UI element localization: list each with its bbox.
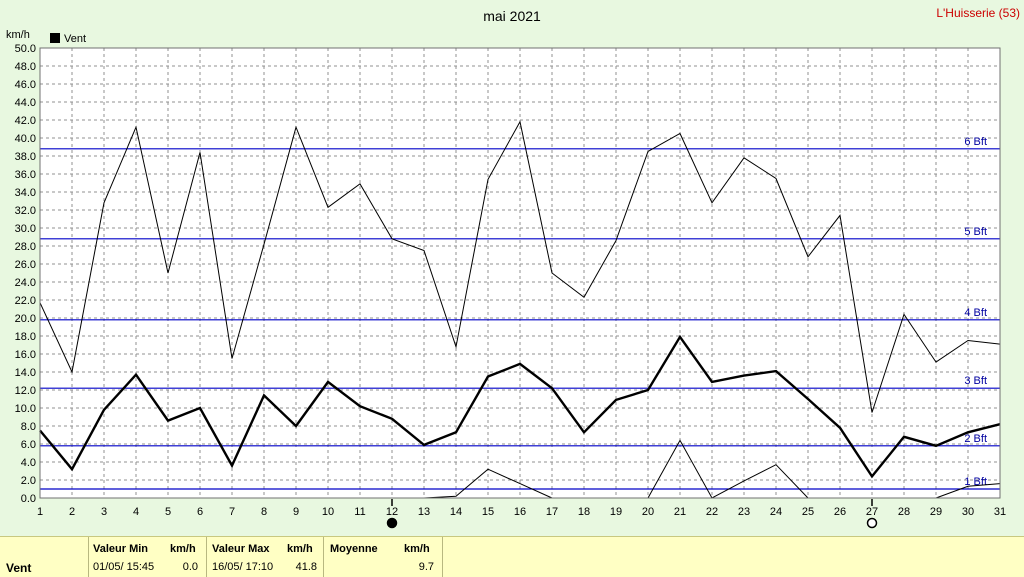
beaufort-label: 6 Bft — [964, 136, 987, 148]
y-tick-label: 34.0 — [15, 187, 36, 199]
x-tick-label: 10 — [322, 506, 334, 518]
plot-border — [39, 47, 1001, 499]
y-tick-label: 0.0 — [21, 493, 36, 505]
legend-label: Vent — [64, 33, 86, 45]
y-tick-label: 18.0 — [15, 331, 36, 343]
x-tick-label: 15 — [482, 506, 494, 518]
x-tick-label: 4 — [133, 506, 139, 518]
y-tick-label: 26.0 — [15, 259, 36, 271]
avg-unit: km/h — [404, 543, 430, 555]
y-tick-label: 6.0 — [21, 439, 36, 451]
x-tick-label: 16 — [514, 506, 526, 518]
x-tick-label: 26 — [834, 506, 846, 518]
y-tick-label: 46.0 — [15, 79, 36, 91]
avg-stats: Moyenne km/h 9.7 — [324, 537, 443, 577]
y-tick-label: 42.0 — [15, 115, 36, 127]
x-tick-label: 14 — [450, 506, 462, 518]
max-unit: km/h — [287, 543, 313, 555]
y-tick-label: 10.0 — [15, 403, 36, 415]
y-tick-label: 44.0 — [15, 97, 36, 109]
y-tick-label: 28.0 — [15, 241, 36, 253]
moyenne-series-line — [39, 334, 1001, 479]
y-tick-label: 38.0 — [15, 151, 36, 163]
moon-phases — [386, 499, 878, 529]
x-axis-ticks: 1 2 3 4 5 6 7 8 9 10 11 12 13 14 15 16 17 18 19 20 21 22 23 24 2… — [37, 506, 1006, 518]
full-moon-icon — [866, 517, 878, 529]
max-label: Valeur Max — [212, 543, 270, 555]
y-tick-label: 40.0 — [15, 133, 36, 145]
x-tick-label: 12 — [386, 506, 398, 518]
x-tick-label: 17 — [546, 506, 558, 518]
x-tick-label: 28 — [898, 506, 910, 518]
x-tick-label: 25 — [802, 506, 814, 518]
x-tick-label: 11 — [354, 506, 365, 518]
x-tick-label: 23 — [738, 506, 750, 518]
y-axis-ticks: 0.0 2.0 4.0 6.0 8.0 10.0 12.0 14.0 16.0 18.0 20.0 2… — [15, 43, 36, 505]
max-stats: Valeur Max km/h 16/05/ 17:10 41.8 — [207, 537, 324, 577]
beaufort-label: 2 Bft — [964, 433, 987, 445]
x-tick-label: 19 — [610, 506, 622, 518]
y-tick-label: 16.0 — [15, 349, 36, 361]
x-tick-label: 30 — [962, 506, 974, 518]
min-series-line — [935, 483, 1001, 499]
x-tick-label: 3 — [101, 506, 107, 518]
beaufort-label: 3 Bft — [964, 375, 987, 387]
x-tick-label: 7 — [229, 506, 235, 518]
legend-swatch — [50, 33, 60, 43]
y-tick-label: 24.0 — [15, 277, 36, 289]
x-tick-label: 21 — [674, 506, 686, 518]
x-tick-label: 27 — [866, 506, 878, 518]
x-tick-label: 1 — [37, 506, 43, 518]
series — [39, 120, 1001, 499]
chart-title: mai 2021 — [483, 8, 541, 24]
footer-series-label: Vent — [6, 561, 32, 575]
y-tick-label: 30.0 — [15, 223, 36, 235]
x-tick-label: 20 — [642, 506, 654, 518]
beaufort-label: 5 Bft — [964, 226, 987, 238]
min-series-line — [647, 439, 809, 499]
x-tick-label: 31 — [994, 506, 1006, 518]
x-tick-label: 5 — [165, 506, 171, 518]
y-axis-unit: km/h — [6, 29, 30, 41]
x-tick-label: 9 — [293, 506, 299, 518]
x-tick-label: 29 — [930, 506, 942, 518]
x-tick-label: 18 — [578, 506, 590, 518]
min-series-line — [423, 468, 553, 499]
y-tick-label: 8.0 — [21, 421, 36, 433]
x-tick-label: 6 — [197, 506, 203, 518]
avg-label: Moyenne — [330, 543, 378, 555]
y-tick-label: 14.0 — [15, 367, 36, 379]
x-tick-label: 24 — [770, 506, 782, 518]
x-tick-label: 8 — [261, 506, 267, 518]
y-tick-label: 22.0 — [15, 295, 36, 307]
y-tick-label: 50.0 — [15, 43, 36, 55]
y-tick-label: 20.0 — [15, 313, 36, 325]
grid — [40, 48, 1000, 498]
y-tick-label: 2.0 — [21, 475, 36, 487]
min-label: Valeur Min — [93, 543, 149, 555]
min-date: 01/05/ 15:45 — [93, 561, 155, 573]
y-tick-label: 48.0 — [15, 61, 36, 73]
x-tick-label: 22 — [706, 506, 718, 518]
x-tick-label: 2 — [69, 506, 75, 518]
max-value: 41.8 — [295, 561, 317, 573]
min-value: 0.0 — [182, 561, 198, 573]
min-stats: Valeur Min km/h 01/05/ 15:45 0.0 — [88, 537, 207, 577]
beaufort-label: 4 Bft — [964, 307, 987, 319]
avg-value: 9.7 — [418, 561, 434, 573]
y-tick-label: 4.0 — [21, 457, 36, 469]
min-cell — [0, 537, 89, 577]
new-moon-icon — [386, 517, 398, 529]
max-date: 16/05/ 17:10 — [212, 561, 274, 573]
min-unit: km/h — [170, 543, 196, 555]
location-label: L'Huisserie (53) — [936, 6, 1020, 20]
stats-footer: Vent Valeur Min km/h 01/05/ 15:45 0.0 Va… — [0, 536, 1024, 577]
x-tick-label: 13 — [418, 506, 430, 518]
y-tick-label: 12.0 — [15, 385, 36, 397]
y-tick-label: 32.0 — [15, 205, 36, 217]
y-tick-label: 36.0 — [15, 169, 36, 181]
max-series-line — [39, 120, 1001, 413]
